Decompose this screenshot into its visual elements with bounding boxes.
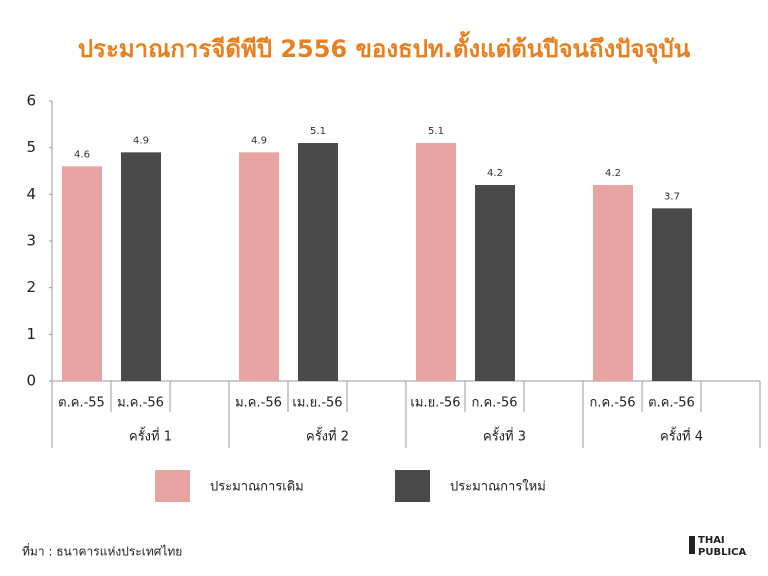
x-tick-label: ม.ค.-56 (117, 396, 164, 411)
x-tick-label: ก.ค.-56 (471, 396, 517, 411)
group-label: ครั้งที่ 1 (129, 427, 172, 445)
bar (593, 185, 633, 381)
legend-label: ประมาณการใหม่ (450, 479, 546, 495)
x-tick-label: ก.ค.-56 (589, 396, 635, 411)
y-tick-label: 4 (26, 185, 36, 203)
group-label: ครั้งที่ 3 (483, 427, 526, 445)
group-label: ครั้งที่ 2 (306, 427, 349, 445)
data-label: 4.9 (251, 135, 267, 146)
x-tick-label: เม.ย.-56 (410, 396, 460, 411)
bar (239, 152, 279, 381)
data-label: 3.7 (664, 191, 680, 202)
x-tick-label: ต.ค.-56 (648, 396, 695, 411)
data-label: 5.1 (310, 126, 326, 137)
bar (298, 143, 338, 381)
data-label: 4.2 (487, 168, 503, 179)
data-label: 5.1 (428, 126, 444, 137)
legend-label: ประมาณการเดิม (210, 480, 304, 495)
y-tick-label: 3 (26, 232, 36, 250)
legend-swatch (155, 470, 190, 502)
y-tick-label: 2 (26, 278, 36, 296)
data-label: 4.6 (74, 149, 90, 160)
y-tick-label: 1 (26, 325, 36, 343)
data-label: 4.2 (605, 168, 621, 179)
logo-icon (689, 536, 695, 554)
chart-title: ประมาณการจีดีพีปี 2556 ของธปท.ตั้งแต่ต้น… (78, 30, 691, 65)
x-tick-label: ต.ค.-55 (58, 396, 105, 411)
x-tick-label: ม.ค.-56 (235, 396, 282, 411)
data-label: 4.9 (133, 135, 149, 146)
bar (121, 152, 161, 381)
y-tick-label: 6 (26, 92, 36, 110)
y-tick-label: 0 (26, 372, 36, 390)
bar (416, 143, 456, 381)
logo-text: THAI (698, 535, 725, 546)
group-label: ครั้งที่ 4 (660, 427, 703, 445)
bar (62, 166, 102, 381)
y-tick-label: 5 (26, 138, 36, 156)
bar (652, 208, 692, 381)
legend-swatch (395, 470, 430, 502)
bar (475, 185, 515, 381)
logo-text: PUBLICA (698, 547, 747, 558)
source: ที่มา : ธนาคารแห่งประเทศไทย (22, 543, 182, 559)
x-tick-label: เม.ย.-56 (292, 396, 342, 411)
